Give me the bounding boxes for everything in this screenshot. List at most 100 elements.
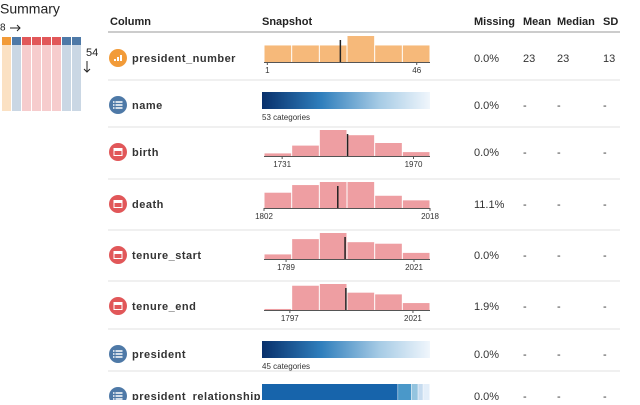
missing-cell: 0.0% [474, 100, 499, 112]
histogram-bar [347, 36, 375, 62]
histogram-bar [292, 185, 319, 208]
histogram-bar [375, 195, 402, 208]
tick-label: 1789 [277, 263, 295, 272]
histogram-bar [347, 242, 375, 259]
icon-glyph [115, 350, 123, 352]
column-header: Column [110, 16, 151, 28]
column-name: president [132, 349, 186, 361]
column-name: president_number [132, 53, 236, 65]
histogram-bar [264, 254, 292, 259]
type-column [72, 45, 81, 111]
icon-glyph [114, 203, 122, 207]
sd-cell: - [603, 250, 607, 262]
mean-cell: - [523, 391, 527, 400]
column-header: SD [603, 16, 618, 28]
histogram-bar [402, 252, 430, 259]
icon-glyph [113, 104, 115, 106]
tick-label: 2021 [404, 314, 422, 323]
category-segment [418, 384, 423, 401]
histogram-bar [375, 243, 402, 259]
icon-glyph [113, 356, 115, 358]
histogram-bar [319, 182, 347, 208]
tick-label: 1731 [273, 160, 291, 169]
icon-glyph [115, 356, 123, 358]
histogram-bar [347, 135, 375, 156]
histogram-bar [292, 145, 319, 156]
histogram-bar [319, 284, 347, 310]
histogram-bar [402, 152, 430, 156]
histogram-bar [264, 192, 292, 208]
category-segment [398, 384, 412, 401]
histogram-bar [319, 233, 347, 259]
histogram-bar [292, 285, 319, 310]
mean-cell: - [523, 349, 527, 361]
sd-cell: 13 [603, 53, 615, 65]
median-cell: 23 [557, 53, 569, 65]
icon-glyph [115, 353, 123, 355]
histogram-bar [375, 143, 402, 156]
summary-title: Summary [0, 1, 60, 17]
column-count: 8 [0, 23, 6, 34]
sd-cell: - [603, 301, 607, 313]
median-cell: - [557, 250, 561, 262]
sd-cell: - [603, 147, 607, 159]
icon-glyph [114, 254, 122, 258]
histogram-bar [402, 303, 430, 310]
histogram-bar [292, 45, 319, 62]
median-cell: - [557, 391, 561, 400]
type-swatch [52, 37, 61, 45]
missing-cell: 0.0% [474, 53, 499, 65]
missing-cell: 0.0% [474, 349, 499, 361]
category-segment [423, 384, 430, 401]
histogram-bar [264, 45, 292, 62]
mean-cell: - [523, 199, 527, 211]
type-swatch [22, 37, 31, 45]
histogram-bar [264, 153, 292, 156]
icon-glyph [113, 392, 115, 394]
icon-glyph [115, 107, 123, 109]
missing-cell: 0.0% [474, 147, 499, 159]
type-swatch [62, 37, 71, 45]
tick-label: 1970 [405, 160, 423, 169]
tick-label: 1 [265, 66, 270, 75]
icon-glyph [113, 107, 115, 109]
tick-label: 2018 [421, 212, 439, 221]
histogram-bar [319, 130, 347, 156]
icon-glyph [114, 151, 122, 155]
type-swatch [72, 37, 81, 45]
missing-cell: 0.0% [474, 250, 499, 262]
row-count: 54 [86, 47, 98, 59]
column-name: tenure_start [132, 250, 202, 262]
mean-cell: - [523, 147, 527, 159]
category-label: 45 categories [262, 362, 310, 371]
sd-cell: - [603, 199, 607, 211]
tick-label: 1802 [255, 212, 273, 221]
icon-glyph [115, 101, 123, 103]
type-column [42, 45, 51, 111]
histogram-bar [402, 45, 430, 62]
icon-glyph [114, 59, 116, 61]
column-name: president_relationship [132, 391, 261, 400]
icon-glyph [113, 353, 115, 355]
missing-cell: 11.1% [474, 199, 505, 211]
histogram-bar [347, 292, 375, 310]
missing-cell: 1.9% [474, 301, 499, 313]
category-segment [262, 384, 398, 401]
histogram-bar [347, 182, 375, 208]
sd-cell: - [603, 349, 607, 361]
icon-glyph [115, 104, 123, 106]
missing-cell: 0.0% [474, 391, 499, 400]
type-column [22, 45, 31, 111]
tick-label: 1797 [281, 314, 299, 323]
category-segment [411, 384, 418, 401]
icon-glyph [113, 101, 115, 103]
sd-cell: - [603, 391, 607, 400]
mean-cell: 23 [523, 53, 535, 65]
mean-cell: - [523, 301, 527, 313]
histogram-bar [319, 45, 347, 62]
column-header: Mean [523, 16, 551, 28]
mean-cell: - [523, 250, 527, 262]
type-swatch [32, 37, 41, 45]
icon-glyph [115, 398, 123, 400]
